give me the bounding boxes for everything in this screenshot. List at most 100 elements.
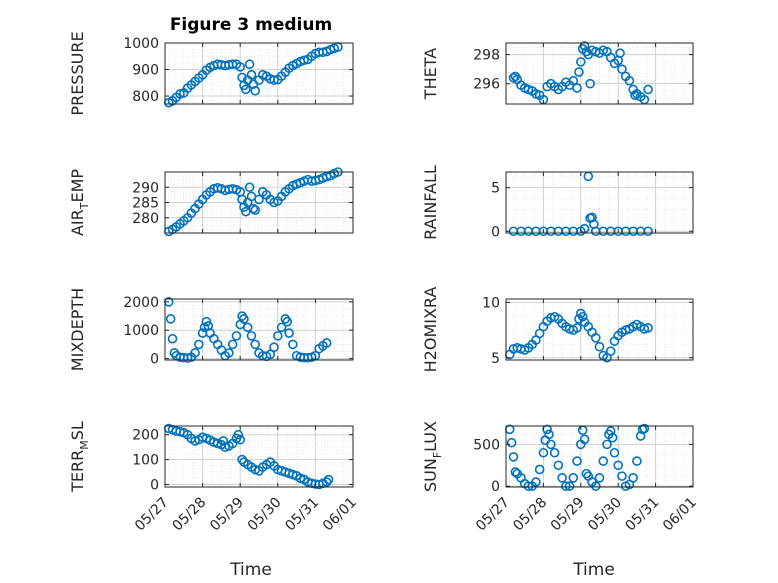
- data-point: [235, 62, 245, 72]
- data-point: [615, 48, 625, 58]
- y-tick-label: 0: [491, 479, 500, 495]
- axes-box: [505, 42, 694, 105]
- data-point: [531, 477, 541, 487]
- data-point: [557, 473, 567, 483]
- data-point: [564, 481, 575, 491]
- y-tick-label: 0: [491, 224, 500, 240]
- data-point: [276, 322, 287, 333]
- data-point: [577, 311, 588, 322]
- data-point: [617, 64, 627, 74]
- axes-box: [164, 425, 354, 488]
- data-point: [594, 473, 605, 483]
- data-point: [165, 314, 176, 324]
- data-point: [602, 439, 612, 450]
- data-point: [617, 471, 627, 481]
- y-tick-label: 0: [150, 352, 159, 368]
- data-point: [594, 341, 605, 352]
- y-tick-label: 100: [132, 453, 159, 469]
- data-point: [605, 426, 616, 436]
- y-tick-label: 5: [491, 181, 500, 197]
- x-tick-label: 05/28: [170, 495, 210, 535]
- y-tick-label: 1000: [123, 36, 159, 52]
- figure-title: Figure 3 medium: [170, 15, 332, 35]
- data-point: [182, 353, 193, 363]
- data-point: [613, 460, 624, 471]
- data-point: [607, 432, 618, 443]
- subplot-2: 296 298 THETA: [421, 41, 694, 105]
- data-point: [233, 429, 244, 440]
- axes-box: [505, 171, 694, 234]
- data-point: [579, 434, 590, 445]
- y-axis-label: MIXDEPTH: [68, 288, 87, 371]
- y-tick-label: 290: [132, 180, 159, 196]
- x-tick-label: 05/29: [548, 495, 588, 535]
- axes-box: [505, 425, 694, 488]
- data-point: [590, 481, 601, 491]
- data-point: [242, 322, 253, 333]
- data-point: [231, 331, 242, 341]
- data-point: [643, 84, 653, 95]
- y-tick-label: 5: [491, 351, 500, 367]
- data-point: [248, 203, 259, 214]
- data-point: [321, 338, 332, 348]
- data-point: [508, 452, 519, 462]
- data-point: [218, 436, 229, 446]
- data-point: [561, 481, 571, 491]
- data-point: [510, 467, 521, 477]
- data-point: [241, 84, 251, 95]
- x-tick-label: 05/27: [473, 495, 513, 535]
- data-point: [194, 339, 204, 350]
- y-axis-label: TERRMSL: [68, 421, 91, 493]
- y-axis-label: RAINFALL: [421, 165, 440, 240]
- x-tick-label: 06/01: [320, 495, 360, 535]
- data-point: [284, 328, 294, 338]
- data-point: [250, 205, 261, 215]
- data-point: [321, 477, 332, 487]
- data-point: [624, 75, 635, 86]
- subplot-4: 0 5 RAINFALL: [421, 165, 694, 240]
- axes-box: [164, 42, 354, 105]
- x-tick-label: 05/30: [585, 495, 625, 535]
- data-point: [190, 348, 200, 358]
- x-axis-label-right: Time: [572, 560, 615, 580]
- data-point: [523, 481, 534, 491]
- data-point: [575, 57, 586, 67]
- data-point: [546, 439, 556, 450]
- subplot-6: 5 10 H2OMIXRA: [421, 287, 694, 373]
- data-point: [643, 323, 653, 333]
- data-point: [299, 55, 309, 66]
- data-point: [572, 83, 582, 93]
- data-point: [549, 447, 560, 458]
- data-point: [544, 429, 554, 440]
- x-tick-label: 05/31: [623, 495, 663, 535]
- y-tick-label: 296: [473, 77, 500, 93]
- y-tick-label: 10: [482, 295, 500, 311]
- data-point: [605, 346, 616, 356]
- y-tick-label: 280: [132, 211, 159, 227]
- data-point: [246, 70, 257, 80]
- data-point: [167, 333, 178, 344]
- data-point: [246, 331, 257, 341]
- data-point: [598, 456, 609, 466]
- data-point: [250, 339, 261, 350]
- data-point: [534, 464, 545, 475]
- y-axis-label: THETA: [421, 48, 440, 100]
- data-point: [282, 316, 293, 327]
- data-point: [250, 85, 261, 96]
- x-axis-label-left: Time: [229, 560, 272, 580]
- y-axis-label: PRESSURE: [68, 31, 87, 115]
- data-point: [635, 431, 646, 441]
- data-point: [237, 454, 247, 465]
- data-point: [628, 473, 638, 483]
- x-tick-label: 05/30: [245, 495, 285, 535]
- data-point: [572, 456, 582, 466]
- data-point: [553, 460, 564, 471]
- data-point: [639, 423, 650, 434]
- x-tick-label: 06/01: [660, 495, 700, 535]
- y-axis-label: H2OMIXRA: [421, 287, 440, 373]
- data-point: [590, 333, 601, 343]
- y-tick-label: 0: [150, 478, 159, 494]
